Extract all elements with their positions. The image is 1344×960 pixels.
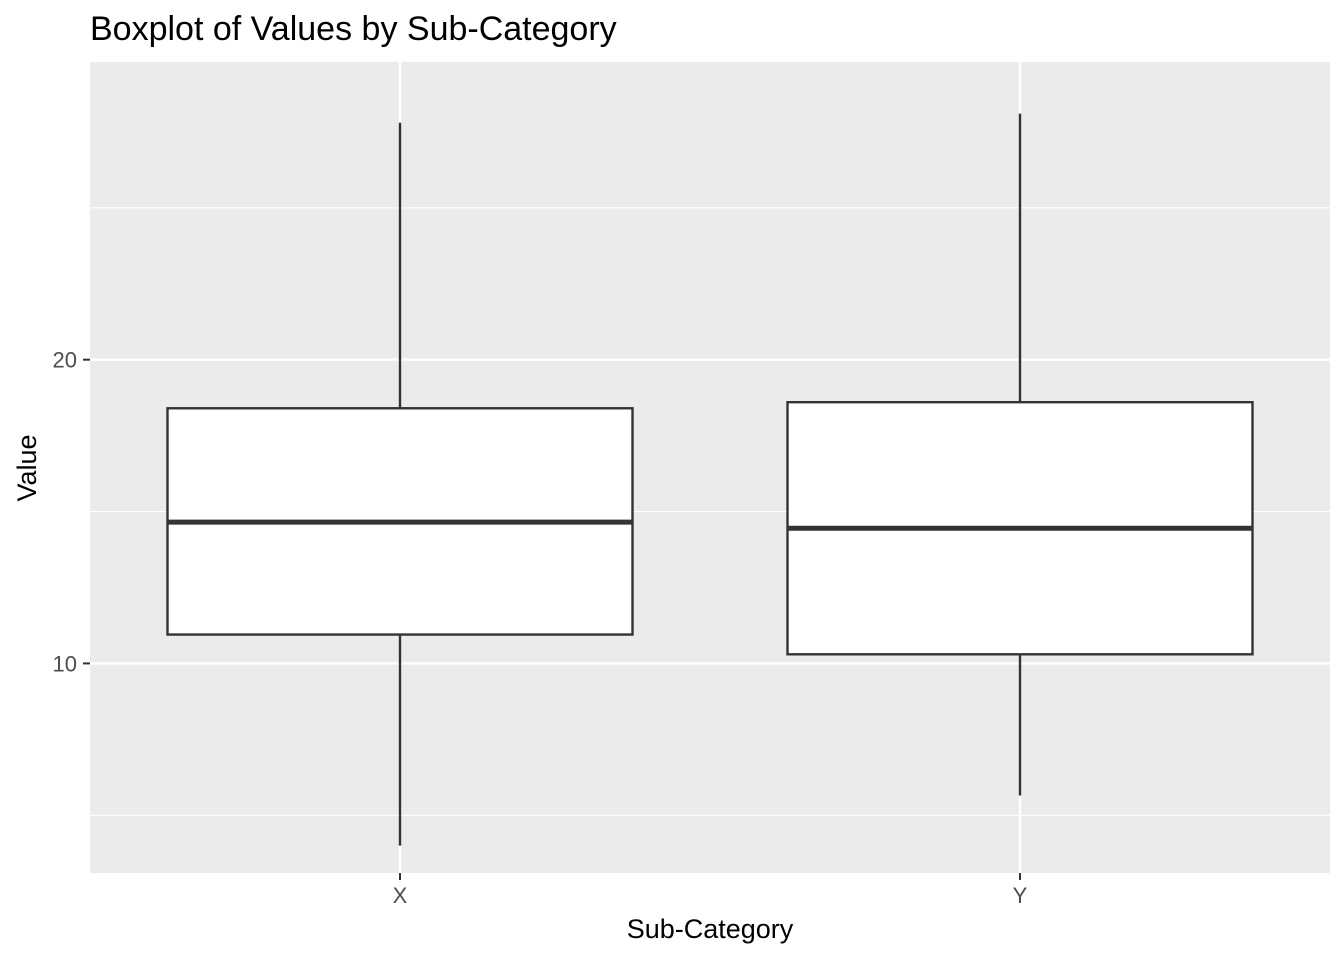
box-x [166,122,634,846]
chart-title: Boxplot of Values by Sub-Category [90,10,617,48]
x-axis-title: Sub-Category [627,914,794,944]
y-tick-label: 10 [53,651,77,676]
x-tick-label: Y [1013,883,1028,908]
x-tick-label: X [393,883,408,908]
axes: 10 20 X Y [53,348,1028,908]
boxes [166,113,1254,846]
box-y [786,113,1254,796]
y-tick-label: 20 [53,348,77,373]
y-axis-title: Value [12,434,42,501]
